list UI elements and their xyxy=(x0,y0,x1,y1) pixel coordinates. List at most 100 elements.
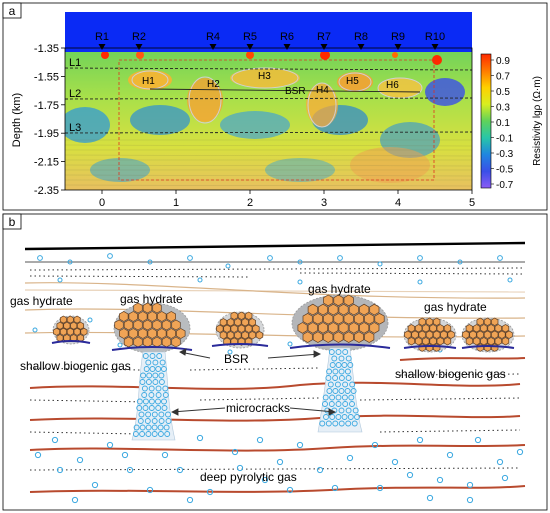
hydrate-crystal xyxy=(333,294,344,307)
hydrate-crystal xyxy=(404,330,412,339)
y-tick-label: -1.55 xyxy=(34,71,59,83)
gas-bubble xyxy=(286,486,294,494)
gas-bubble xyxy=(149,366,156,372)
gas-bubble xyxy=(159,359,166,366)
receiver-marker xyxy=(209,44,217,50)
gas-bubble xyxy=(158,379,165,385)
hydrate-label: H2 xyxy=(207,79,220,90)
hydrate-crystal xyxy=(56,321,64,330)
gas-bubble xyxy=(256,436,264,444)
hydrate-crystal xyxy=(142,319,153,331)
gas-bubble xyxy=(156,353,163,359)
gas-bubble xyxy=(332,368,339,375)
hydrate-crystal xyxy=(241,330,249,340)
gas-bubble xyxy=(34,451,42,459)
gas-bubble xyxy=(446,451,454,459)
hydrate-crystal xyxy=(476,343,484,352)
shallow-bubbles xyxy=(32,253,513,355)
gas-bubble xyxy=(121,451,129,459)
hydrate-crystal xyxy=(328,303,339,316)
gas-bubble xyxy=(326,368,333,375)
colorbar-tick-label: -0.1 xyxy=(496,134,514,145)
bsr-label: BSR xyxy=(285,86,306,97)
gas-bubble xyxy=(145,359,152,366)
gas-bubble xyxy=(335,414,342,420)
gas-bubble xyxy=(334,381,341,388)
gas-bubble xyxy=(296,441,304,449)
hydrate-label: H1 xyxy=(142,76,155,87)
hydrate-crystal xyxy=(491,330,499,339)
hydrate-crystal xyxy=(241,318,249,327)
hydrate-crystal xyxy=(73,327,81,336)
hydrate-label: H6 xyxy=(386,80,399,91)
hydrate-crystal xyxy=(429,324,437,333)
hydrate-crystal xyxy=(216,324,224,333)
y-ticks: -1.35 -1.55 -1.75 -1.95 -2.15 -2.35 xyxy=(34,43,65,197)
layer-label: L1 xyxy=(69,57,81,69)
gas-bubble xyxy=(342,349,349,355)
hydrate-crystal xyxy=(66,315,74,324)
gas-bubble xyxy=(348,394,355,401)
bsr-lines xyxy=(51,340,515,351)
colorbar-ticks: 0.9 0.7 0.5 0.3 0.1 -0.1 -0.3 -0.5 -0.7 xyxy=(491,56,514,191)
hydrate-crystal xyxy=(147,311,157,322)
receivers: R1 R2 R4 R5 R6 R7 R8 R9 R10 xyxy=(95,31,445,50)
hydrate-crystal xyxy=(494,336,502,346)
x-tick-label: 1 xyxy=(173,197,179,209)
hydrate-label: H3 xyxy=(258,71,271,82)
gas-bubble xyxy=(160,366,167,372)
hydrate-crystal xyxy=(234,318,242,327)
colorbar-tick-label: 0.9 xyxy=(496,56,510,67)
gas-bubble xyxy=(338,407,345,414)
hydrate-crystal xyxy=(114,319,124,331)
gas-bubble xyxy=(342,401,349,407)
gas-bubble xyxy=(322,394,329,401)
gas-bubble xyxy=(155,398,161,405)
hydrate-crystal xyxy=(219,318,228,327)
gas-bubble xyxy=(344,368,351,375)
hydrate-crystal xyxy=(491,343,499,352)
gas-bubble xyxy=(151,424,158,431)
gas-bubble xyxy=(148,385,155,392)
gas-bubble xyxy=(501,474,509,482)
hydrate-crystal xyxy=(480,336,488,346)
gas-bubble xyxy=(155,385,162,392)
colorbar-tick-label: 0.3 xyxy=(496,103,510,114)
hydrate-crystal xyxy=(483,317,492,327)
hydrate-crystal xyxy=(133,319,143,331)
hydrate-crystal xyxy=(343,294,354,307)
gas-bubble xyxy=(158,411,165,418)
hydrate-crystal xyxy=(73,315,81,324)
receiver-label: R10 xyxy=(425,31,445,43)
gas-bubble xyxy=(176,466,184,474)
gas-bubble xyxy=(162,392,169,398)
hydrate-crystal xyxy=(369,303,380,316)
gas-bubble xyxy=(151,418,158,424)
hydrate-crystal xyxy=(469,330,477,339)
hydrate-crystal xyxy=(348,303,359,316)
gas-bubble xyxy=(325,420,332,427)
panel-a-label: a xyxy=(9,4,16,18)
gas-bubble xyxy=(76,456,84,464)
gas-bubble xyxy=(165,418,172,424)
gas-bubble xyxy=(327,381,334,388)
hydrate-crystal xyxy=(157,311,167,322)
plot-frame xyxy=(64,47,473,191)
hydrate-crystal xyxy=(476,317,484,327)
gas-bubble xyxy=(466,496,474,504)
receiver-marker xyxy=(246,44,254,50)
gas-bubble xyxy=(144,418,151,424)
gas-bubble xyxy=(106,441,114,449)
hydrate-crystal xyxy=(425,343,434,352)
y-tick-label: -1.35 xyxy=(34,43,59,55)
receiver-marker xyxy=(394,44,402,50)
colorbar-tick-label: -0.3 xyxy=(496,149,514,160)
hydrate-crystal xyxy=(230,311,238,321)
gas-bubble xyxy=(231,448,239,456)
hydrate-crystal xyxy=(418,330,426,339)
hydrate-crystal xyxy=(494,324,502,333)
gas-bubble xyxy=(141,392,148,398)
gas-bubble xyxy=(149,353,156,359)
receiver-label: R8 xyxy=(354,31,368,43)
hydrate-crystal xyxy=(353,331,364,343)
